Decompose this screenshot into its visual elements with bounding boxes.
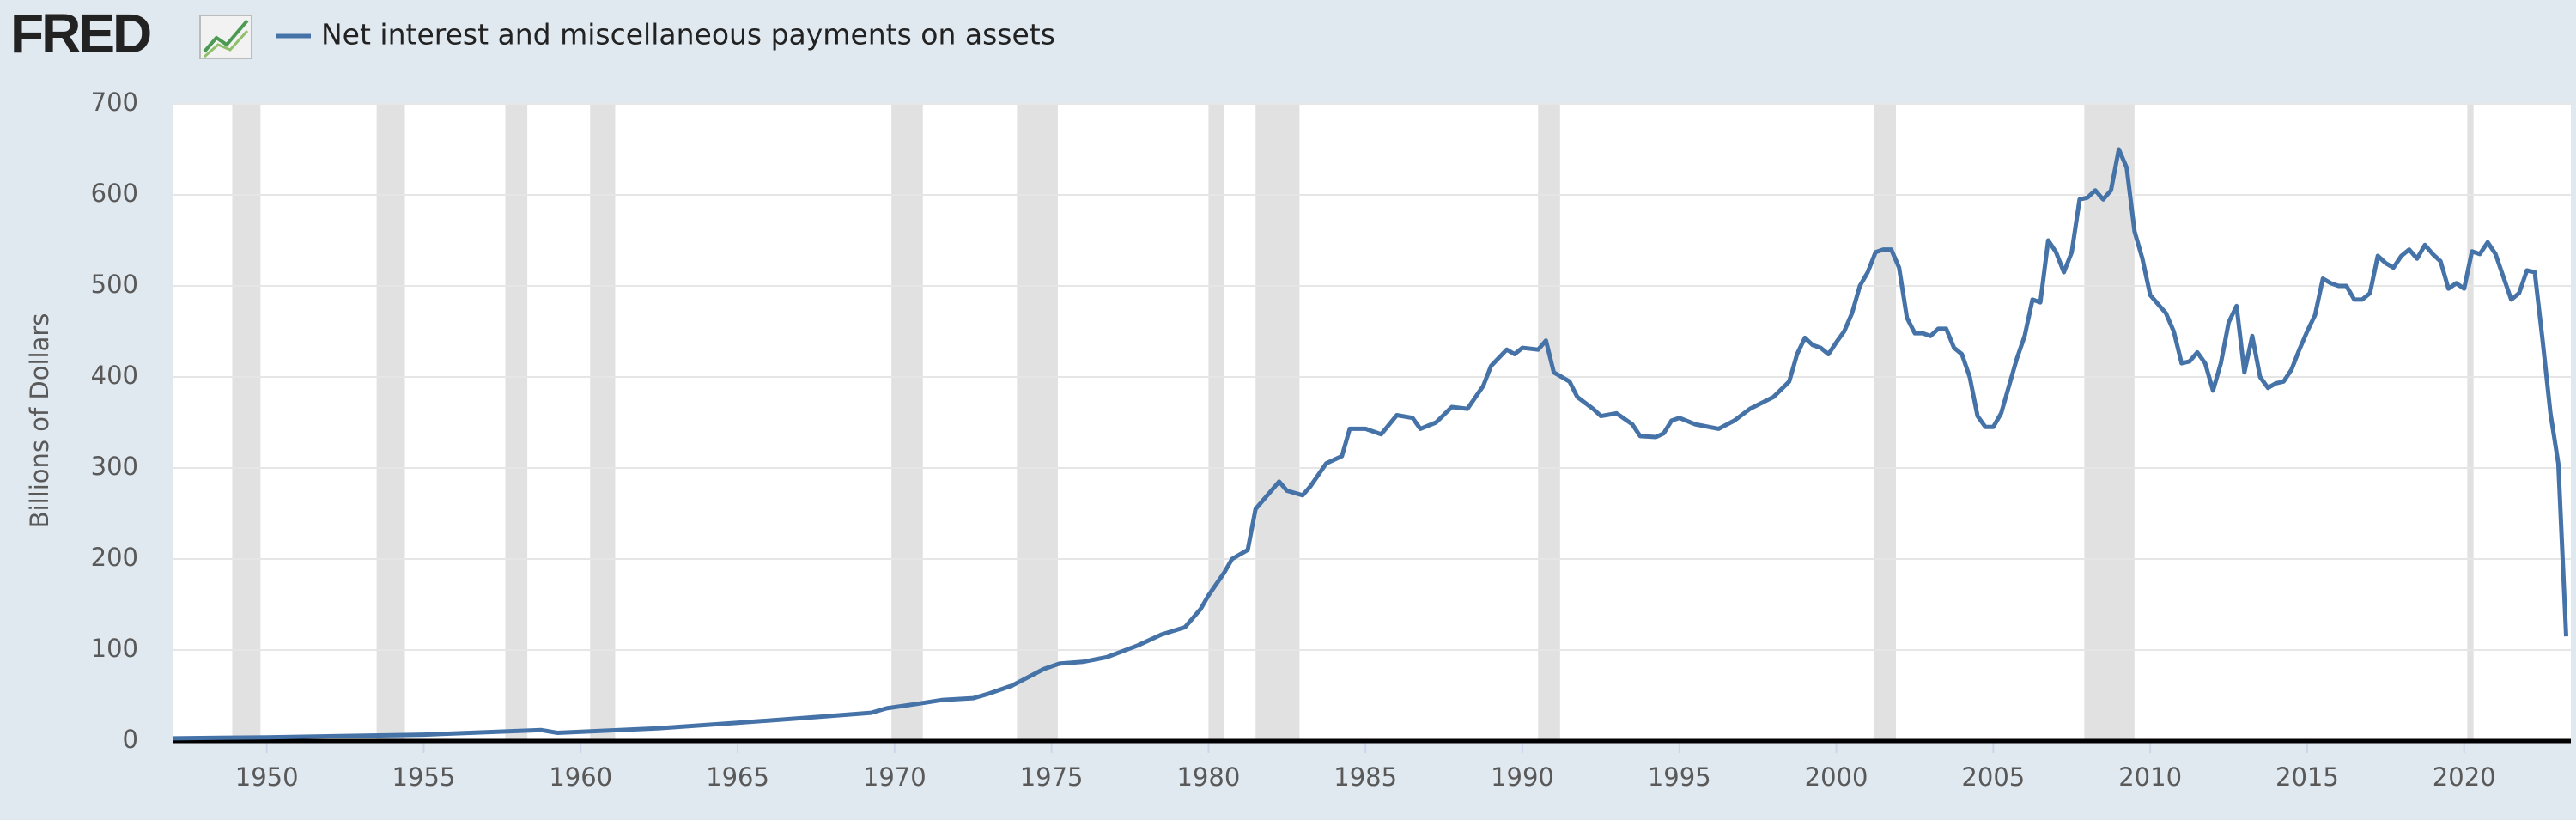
x-tick-label: 1960 xyxy=(549,762,612,792)
x-tick-label: 1985 xyxy=(1334,762,1397,792)
y-tick-label: 300 xyxy=(91,452,138,481)
recession-band xyxy=(232,104,261,741)
recession-band xyxy=(505,104,528,741)
recession-band xyxy=(376,104,405,741)
x-tick-label: 1970 xyxy=(863,762,927,792)
y-tick-label: 0 xyxy=(123,725,138,754)
x-tick-label: 2010 xyxy=(2118,762,2182,792)
x-tick-label: 1950 xyxy=(235,762,299,792)
recession-band xyxy=(1208,104,1224,741)
logo: FRED xyxy=(10,3,150,64)
x-tick-label: 1955 xyxy=(392,762,456,792)
recession-band xyxy=(1255,104,1300,741)
series-line xyxy=(172,147,2569,741)
x-tick-label: 1975 xyxy=(1020,762,1084,792)
x-tick-label: 1965 xyxy=(706,762,769,792)
x-tick-label: 2005 xyxy=(1961,762,2025,792)
y-tick-label: 400 xyxy=(91,361,138,390)
x-tick-label: 2000 xyxy=(1805,762,1868,792)
x-tick-label: 1990 xyxy=(1491,762,1554,792)
recession-band xyxy=(2467,104,2474,741)
recession-band xyxy=(1017,104,1058,741)
y-tick-label: 200 xyxy=(91,543,138,572)
recession-band xyxy=(891,104,923,741)
recession-band xyxy=(1538,104,1560,741)
y-tick-label: 100 xyxy=(91,634,138,663)
legend-label: Net interest and miscellaneous payments … xyxy=(321,18,1055,52)
y-axis-title: Billions of Dollars xyxy=(25,313,54,529)
recession-band xyxy=(1874,104,1897,741)
x-tick-label: 1995 xyxy=(1648,762,1711,792)
logo-icon xyxy=(199,15,252,59)
y-tick-label: 600 xyxy=(91,179,138,208)
x-tick-label: 2015 xyxy=(2275,762,2339,792)
plot-area xyxy=(173,104,2571,741)
x-tick-label: 1980 xyxy=(1176,762,1240,792)
recession-band xyxy=(2084,104,2135,741)
x-tick-label: 2020 xyxy=(2433,762,2496,792)
y-tick-label: 500 xyxy=(91,270,138,299)
recession-band xyxy=(590,104,616,741)
y-tick-label: 700 xyxy=(91,88,138,117)
